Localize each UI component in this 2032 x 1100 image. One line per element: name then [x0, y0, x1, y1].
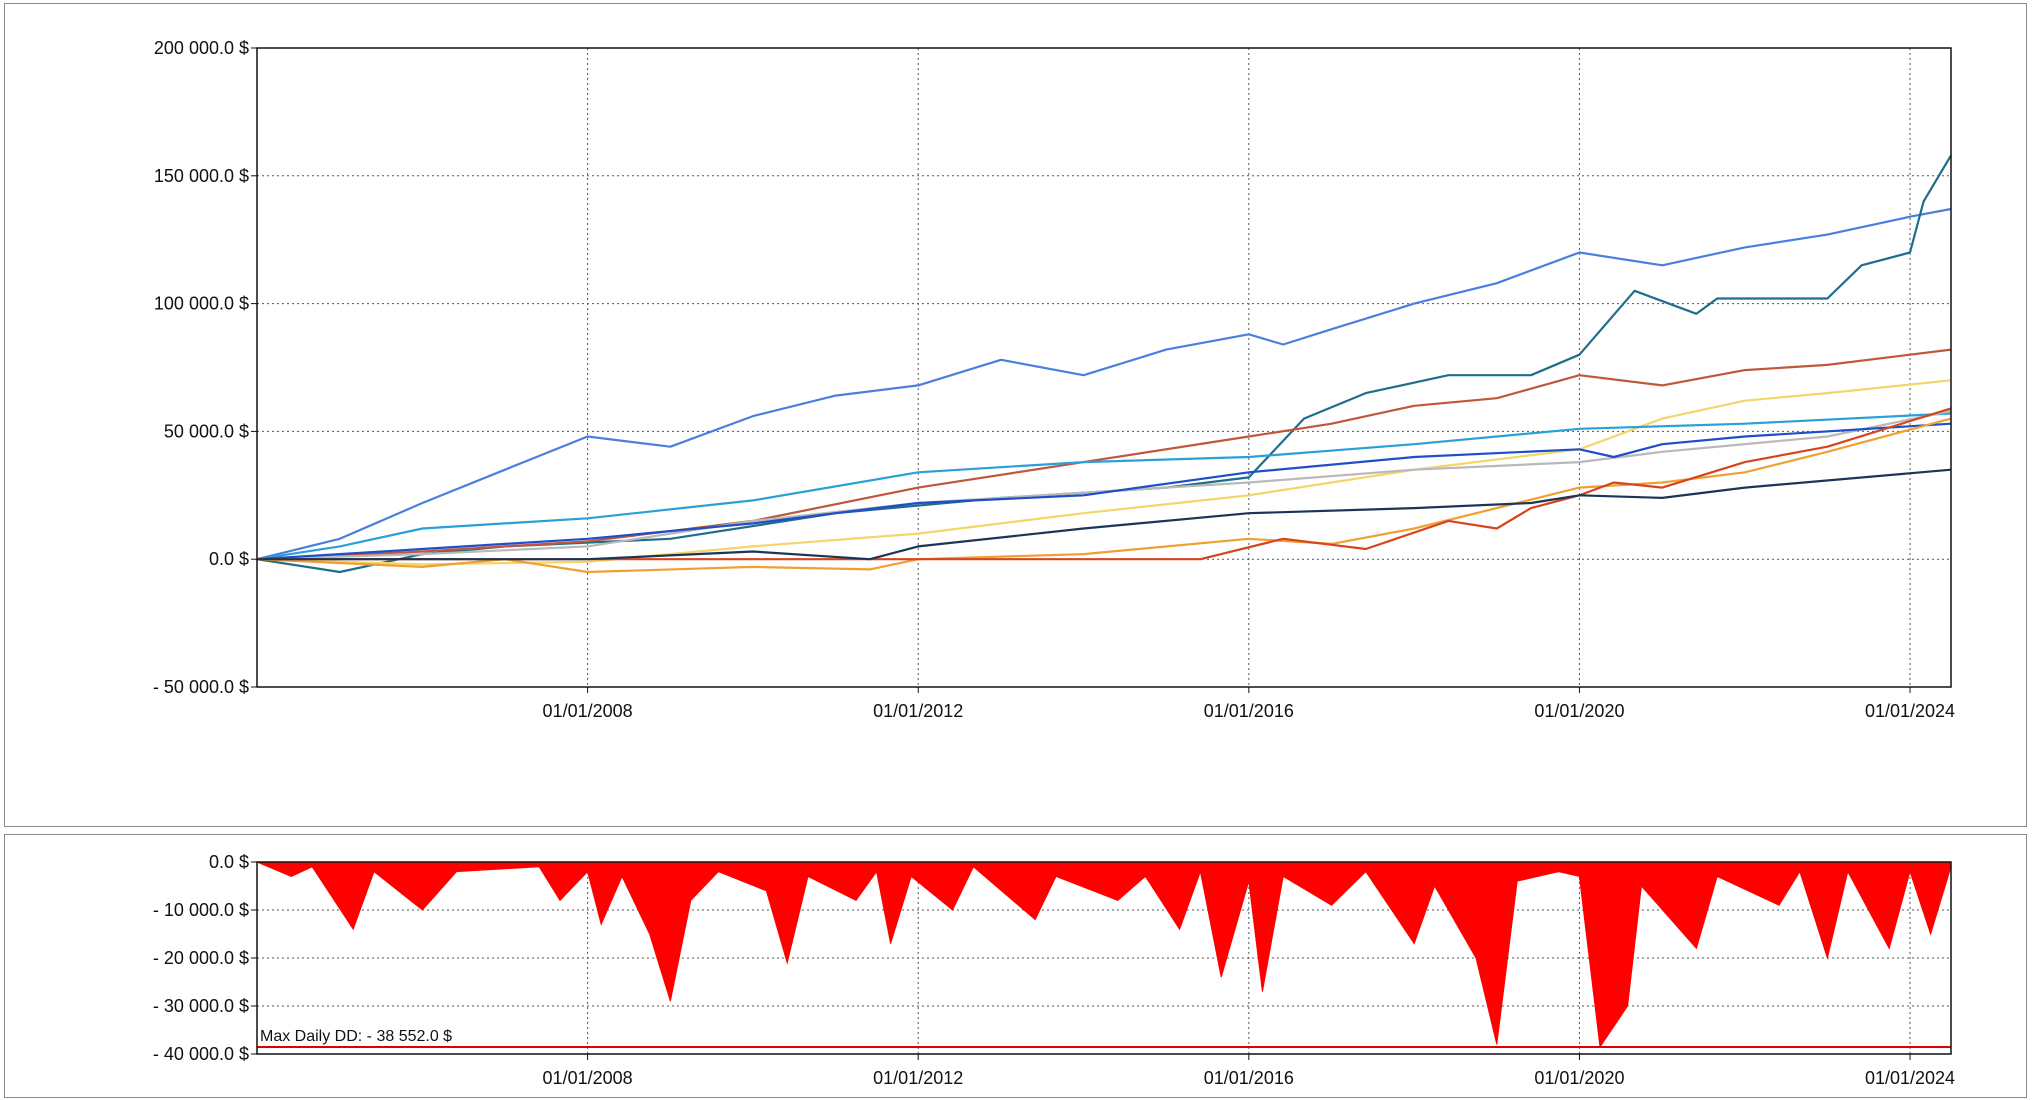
equity-series-line-5: [256, 412, 1952, 561]
drawdown-area: [256, 861, 1952, 1049]
y-tick-label: - 50 000.0 $: [153, 677, 249, 697]
x-tick-label: 01/01/2020: [1534, 1068, 1624, 1088]
x-tick-label: 01/01/2016: [1204, 1068, 1294, 1088]
x-tick-label: 01/01/2016: [1204, 701, 1294, 721]
y-tick-label: 200 000.0 $: [154, 38, 249, 58]
y-tick-label: 0.0 $: [209, 852, 249, 872]
equity-series-line-7: [256, 422, 1952, 561]
equity-series-line-10: [257, 468, 1952, 561]
equity-series-line-2: [256, 154, 1952, 574]
x-tick-label: 01/01/2024: [1865, 1068, 1955, 1088]
equity-series-line-4: [256, 379, 1952, 566]
y-tick-label: - 10 000.0 $: [153, 900, 249, 920]
y-tick-label: - 20 000.0 $: [153, 948, 249, 968]
equity-series-line-6: [256, 409, 1952, 561]
drawdown-chart-panel: 0.0 $ - 10 000.0 $ - 20 000.0 $ - 30 000.0 …: [4, 834, 2027, 1098]
y-tick-label: 100 000.0 $: [154, 294, 249, 314]
y-tick-label: - 30 000.0 $: [153, 996, 249, 1016]
y-tick-label: 50 000.0 $: [164, 421, 249, 441]
x-tick-label: 01/01/2024: [1865, 701, 1955, 721]
x-tick-label: 01/01/2012: [873, 701, 963, 721]
y-tick-label: 150 000.0 $: [154, 166, 249, 186]
equity-series-line-1: [256, 207, 1952, 561]
max-drawdown-label: Max Daily DD: - 38 552.0 $: [260, 1028, 452, 1045]
equity-chart: 200 000.0 $ 150 000.0 $ 100 000.0 $ 50 000.…: [153, 38, 1955, 721]
y-tick-label: - 40 000.0 $: [153, 1044, 249, 1064]
y-tick-label: 0.0 $: [209, 549, 249, 569]
x-tick-label: 01/01/2020: [1534, 701, 1624, 721]
equity-chart-panel: 200 000.0 $ 150 000.0 $ 100 000.0 $ 50 000.…: [4, 3, 2027, 827]
plot-frame: [256, 47, 1952, 688]
drawdown-chart: 0.0 $ - 10 000.0 $ - 20 000.0 $ - 30 000.0 …: [153, 852, 1955, 1088]
equity-series-line-9: [257, 407, 1952, 561]
equity-series-line-3: [256, 348, 1952, 561]
plot-frame: [256, 861, 1952, 1055]
x-tick-label: 01/01/2008: [543, 1068, 633, 1088]
x-tick-label: 01/01/2012: [873, 1068, 963, 1088]
x-tick-label: 01/01/2008: [543, 701, 633, 721]
